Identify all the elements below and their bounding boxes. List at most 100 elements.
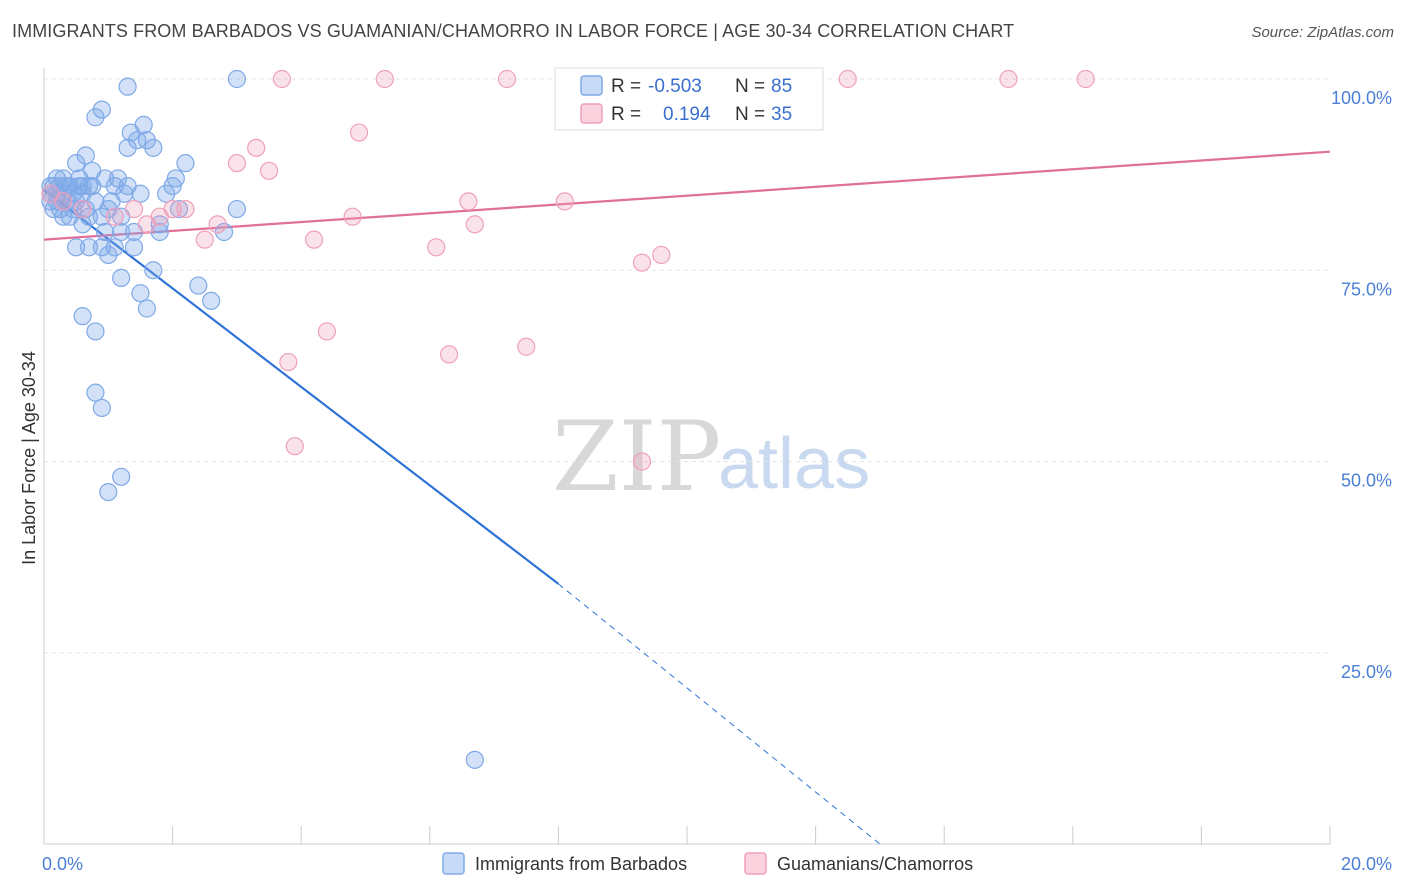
trend-lines <box>43 150 1331 845</box>
point-barbados <box>227 69 246 89</box>
point-barbados <box>112 467 131 486</box>
legend-n-value-1: 85 <box>771 76 792 97</box>
y-tick-label-50: 50.0% <box>1341 471 1392 491</box>
point-barbados <box>112 222 131 242</box>
point-guamanian <box>279 352 298 372</box>
point-guamanian <box>427 238 446 257</box>
trend-line-barbados <box>43 189 560 585</box>
point-barbados <box>202 291 221 310</box>
point-barbados <box>118 77 137 96</box>
point-barbados <box>131 184 150 203</box>
point-barbados <box>169 199 189 219</box>
x-tick-label-max: 20.0% <box>1341 854 1392 874</box>
point-guamanian <box>272 69 292 89</box>
legend-r-label-2: R = <box>611 104 641 125</box>
point-barbados <box>189 276 208 295</box>
legend-top: R = -0.503 N = 85 R = 0.194 N = 35 <box>554 67 824 131</box>
trend-line-barbados-extrapolated <box>558 583 881 845</box>
point-guamanian <box>465 215 484 234</box>
point-barbados <box>150 215 169 234</box>
tick-labels: 25.0% 50.0% 75.0% 100.0% 0.0% 20.0% <box>42 88 1392 874</box>
point-barbados <box>47 169 66 188</box>
point-barbados <box>99 483 118 502</box>
point-guamanian <box>517 337 536 356</box>
point-guamanian <box>208 215 227 234</box>
y-tick-label-75: 75.0% <box>1341 279 1392 299</box>
point-barbados <box>86 322 105 341</box>
point-barbados <box>124 238 144 257</box>
point-guamanian <box>999 69 1018 89</box>
point-barbados <box>128 131 147 150</box>
point-barbados <box>95 222 115 242</box>
point-barbados <box>118 138 137 157</box>
point-barbados <box>79 238 99 257</box>
data-points <box>41 69 1095 769</box>
point-barbados <box>176 154 195 173</box>
watermark-zip: ZIP <box>552 401 721 513</box>
point-guamanian <box>375 69 394 89</box>
point-guamanian <box>838 69 857 89</box>
y-tick-label-100: 100.0% <box>1331 88 1392 108</box>
point-guamanian <box>632 253 652 272</box>
point-barbados <box>67 238 86 257</box>
point-barbados <box>131 284 150 303</box>
legend-r-value-2: 0.194 <box>663 104 711 125</box>
point-guamanian <box>105 207 124 226</box>
legend-n-label-1: N = <box>735 76 765 97</box>
legend-r-value-1: -0.503 <box>648 76 702 97</box>
point-barbados <box>76 146 95 165</box>
point-barbados <box>79 177 99 196</box>
x-tick-label-min: 0.0% <box>42 854 83 874</box>
point-barbados <box>227 199 246 219</box>
point-guamanian <box>439 345 459 364</box>
y-axis-label: In Labor Force | Age 30-34 <box>19 351 39 565</box>
point-barbados <box>86 383 105 402</box>
point-barbados <box>465 750 484 769</box>
legend-swatch-barbados <box>580 75 603 96</box>
point-guamanian <box>652 245 671 265</box>
point-guamanian <box>343 207 362 226</box>
point-guamanian <box>555 192 574 211</box>
point-guamanian <box>285 437 304 456</box>
point-barbados <box>137 299 156 318</box>
legend-swatch-guamanian <box>580 103 603 124</box>
trend-line-guamanian <box>43 150 1331 241</box>
source-label: Source: ZipAtlas.com <box>1251 24 1394 41</box>
point-barbados <box>108 169 128 188</box>
chart-title: IMMIGRANTS FROM BARBADOS VS GUAMANIAN/CH… <box>12 21 1015 41</box>
point-barbados <box>144 138 163 157</box>
point-barbados <box>95 169 115 188</box>
point-guamanian <box>317 322 337 341</box>
point-guamanian <box>124 199 144 219</box>
point-barbados <box>105 238 124 257</box>
point-guamanian <box>195 230 214 249</box>
point-guamanian <box>459 192 478 211</box>
point-barbados <box>112 268 131 287</box>
bottom-legend-swatch-guamanian <box>744 852 767 875</box>
point-guamanian <box>73 199 92 219</box>
point-guamanian <box>163 199 182 219</box>
point-guamanian <box>247 138 266 157</box>
point-barbados <box>54 207 73 226</box>
y-tick-label-25: 25.0% <box>1341 662 1392 682</box>
legend-r-label-1: R = <box>611 76 641 97</box>
point-barbados <box>166 169 185 188</box>
point-barbados <box>144 261 163 280</box>
point-guamanian <box>632 452 652 471</box>
point-guamanian <box>304 230 324 249</box>
point-guamanian <box>227 154 246 173</box>
legend-n-label-2: N = <box>735 104 765 125</box>
bottom-legend-swatch-barbados <box>442 852 465 875</box>
bottom-legend-label-barbados: Immigrants from Barbados <box>475 854 687 874</box>
point-barbados <box>92 398 111 418</box>
legend-bottom: Immigrants from Barbados Guamanians/Cham… <box>442 852 973 875</box>
point-barbados <box>134 115 153 135</box>
point-guamanian <box>497 69 517 89</box>
point-barbados <box>92 238 111 257</box>
point-guamanian <box>259 161 279 180</box>
point-barbados <box>92 100 111 119</box>
point-guamanian <box>1076 69 1095 89</box>
point-barbados <box>73 177 92 196</box>
axes <box>43 68 1331 845</box>
